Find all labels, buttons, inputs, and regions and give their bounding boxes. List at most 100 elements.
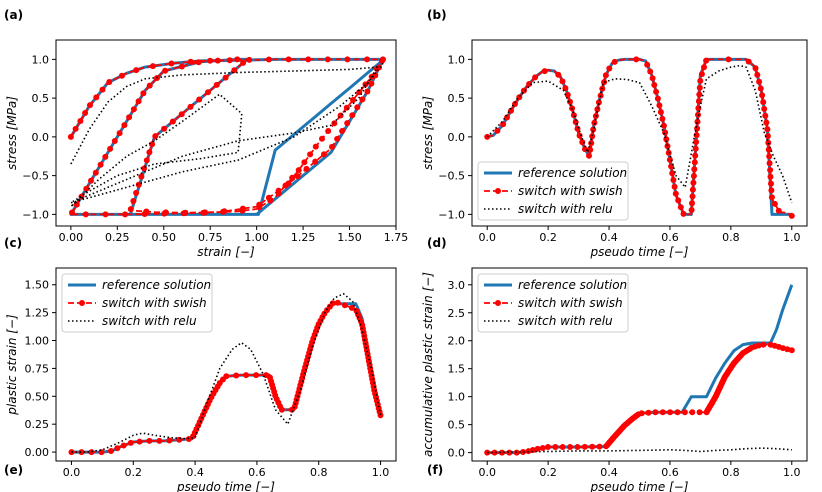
series-swish-marker: [364, 88, 371, 95]
y-tick-label: −1.0: [22, 208, 49, 221]
series-swish-marker: [552, 444, 559, 450]
legend-reference-label: reference solution: [102, 278, 211, 292]
series-swish-marker: [130, 198, 137, 204]
x-tick-label: 0.6: [248, 466, 266, 479]
panel-label-a: (a): [4, 8, 23, 22]
series-swish-marker: [169, 118, 176, 125]
series-swish-marker: [152, 133, 159, 140]
series-swish-marker: [567, 98, 573, 105]
y-tick-label: 0.25: [25, 418, 50, 431]
series-swish-marker: [671, 183, 678, 190]
series-swish-marker: [135, 181, 142, 188]
series-swish-marker: [149, 141, 156, 148]
series-swish-marker: [187, 58, 194, 65]
series-swish-line: [487, 343, 793, 454]
series-swish-marker: [349, 112, 356, 119]
panel-label-d: (d): [427, 236, 447, 250]
series-swish-marker: [325, 128, 332, 134]
series-swish-marker: [562, 85, 569, 92]
x-tick-label: 0.4: [186, 466, 204, 479]
series-swish-marker: [579, 139, 586, 146]
series-swish-marker: [759, 92, 766, 99]
series-swish-marker: [331, 120, 338, 127]
x-tick-label: 0.2: [539, 231, 557, 244]
series-swish-marker: [703, 57, 710, 64]
series-swish-marker: [162, 209, 169, 216]
series-swish-marker: [754, 71, 761, 78]
series-swish-marker: [645, 409, 652, 416]
x-tick-label: 0.4: [600, 231, 618, 244]
series-swish-marker: [136, 438, 143, 445]
series-swish-marker: [654, 95, 661, 102]
series-swish-marker: [692, 152, 699, 159]
chart-c: 0.0 0.2 0.4 0.6 0.8 1.0 0.00 0.25 0.50 0.75 1.00 1.…: [5, 267, 397, 492]
series-swish-marker: [348, 304, 355, 311]
series-swish-marker: [725, 56, 732, 63]
series-swish-marker: [559, 444, 566, 450]
series-swish-marker: [660, 122, 667, 129]
series-swish-marker: [354, 104, 361, 111]
y-tick-label: 1.50: [25, 279, 50, 292]
series-swish-marker: [594, 106, 601, 113]
series-swish-marker: [559, 78, 566, 85]
y-tick-label: 0.5: [448, 419, 466, 432]
axes-frame: [471, 39, 808, 227]
series-swish-marker: [182, 209, 189, 216]
series-swish-marker: [329, 143, 335, 150]
series-swish-marker: [681, 409, 688, 416]
series-swish-marker: [652, 409, 659, 416]
series-swish-marker: [586, 152, 592, 159]
series-swish-marker: [97, 161, 104, 168]
plot-area: [68, 292, 384, 456]
series-swish-marker: [771, 200, 778, 207]
series-swish-marker: [178, 63, 185, 70]
series-swish-marker: [127, 206, 134, 213]
y-tick-label: 0.75: [25, 362, 50, 375]
series-swish-marker: [574, 444, 581, 450]
series-swish-marker: [539, 445, 546, 451]
series-swish-marker: [88, 177, 94, 184]
series-swish-marker: [765, 139, 772, 146]
series-swish-marker: [243, 372, 250, 379]
x-tick-label: 0.8: [722, 466, 740, 479]
series-swish-marker: [240, 59, 247, 66]
series-swish-marker: [659, 115, 666, 122]
legend-swish-marker: [79, 300, 85, 306]
series-swish-marker: [343, 104, 350, 111]
series-swish-marker: [696, 84, 703, 91]
series-swish-marker: [760, 99, 767, 106]
series-swish-marker: [130, 106, 137, 113]
x-axis-label: pseudo time [−]: [176, 480, 275, 492]
legend-swish-label: switch with swish: [102, 296, 207, 310]
legend-relu-label: switch with relu: [102, 314, 197, 328]
y-tick-label: −1.0: [438, 208, 465, 221]
series-swish-marker: [768, 180, 774, 187]
series-swish-marker: [689, 193, 696, 200]
y-tick-label: 0.50: [25, 390, 50, 403]
series-swish-marker: [207, 57, 214, 64]
series-swish-marker: [756, 78, 763, 85]
y-tick-label: 1.00: [25, 335, 50, 348]
x-tick-label: 0.50: [152, 231, 177, 244]
series-swish-marker: [143, 208, 150, 215]
series-swish-marker: [665, 149, 672, 156]
panel-label-b: (b): [427, 8, 447, 22]
x-tick-label: 1.0: [372, 466, 390, 479]
series-swish-marker: [653, 88, 660, 95]
series-swish-marker: [341, 302, 348, 309]
series-swish-marker: [763, 119, 770, 126]
series-swish-marker: [359, 96, 366, 103]
series-swish-marker: [693, 132, 700, 139]
series-swish-marker: [222, 74, 229, 81]
series-swish-marker: [168, 60, 175, 67]
series-swish-marker: [667, 409, 674, 416]
series-swish-marker: [321, 151, 327, 158]
legend: reference solution switch with swish switc…: [61, 273, 213, 333]
series-swish-marker: [651, 82, 658, 88]
series-swish-marker: [301, 159, 308, 166]
axes-frame: [471, 267, 808, 462]
series-swish-marker: [564, 91, 571, 98]
series-swish-marker: [611, 58, 618, 65]
series-swish-marker: [162, 67, 169, 74]
series-swish-marker: [695, 105, 702, 112]
